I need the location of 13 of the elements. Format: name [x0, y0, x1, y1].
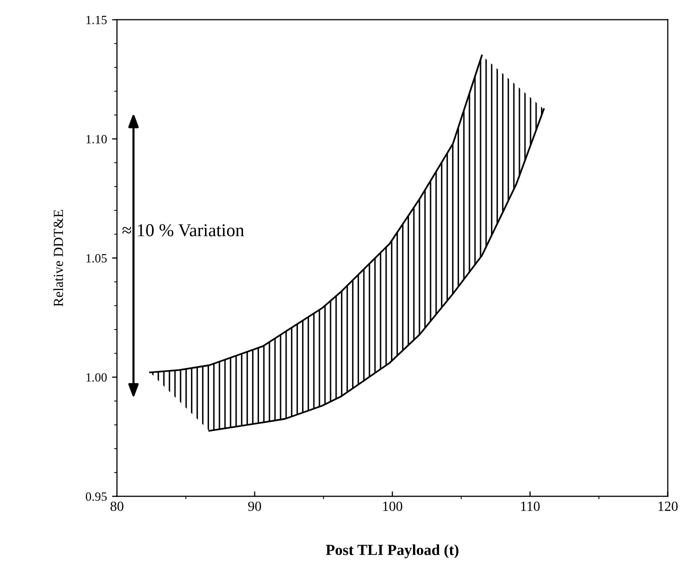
y-tick-label: 1.15 — [86, 16, 107, 24]
x-tick-label: 120 — [658, 502, 678, 511]
y-tick-label: 0.95 — [86, 492, 107, 501]
x-tick-label: 110 — [521, 502, 540, 511]
x-tick-label: 80 — [110, 502, 124, 511]
y-tick-label: 1.00 — [86, 373, 107, 382]
x-tick-label: 100 — [383, 502, 402, 511]
y-tick-label: 1.05 — [86, 254, 107, 263]
y-tick-label: 1.10 — [86, 134, 107, 144]
annotation: ≈ 10 % Variation — [122, 224, 244, 236]
x-axis-title: Post TLI Payload (t) — [326, 544, 458, 558]
y-axis-title: Relative DDT&E — [53, 210, 64, 306]
x-tick-label: 90 — [248, 502, 262, 511]
